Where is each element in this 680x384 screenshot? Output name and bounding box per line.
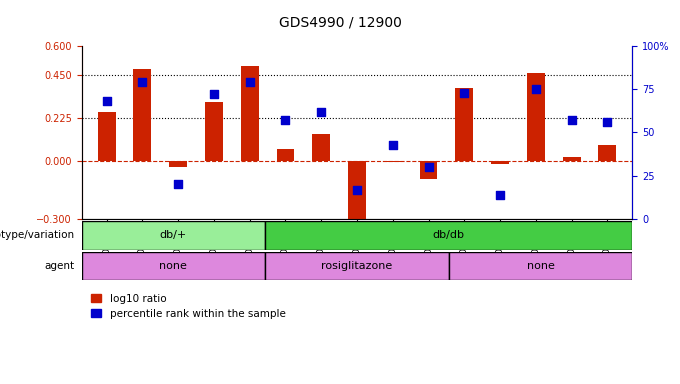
Bar (98, 112, 116, 161)
Bar (384, 161, 402, 162)
Bar (277, 149, 294, 161)
Text: genotype/variation: genotype/variation (0, 230, 75, 240)
Point (530, 86, 541, 92)
Bar (491, 161, 509, 164)
Bar (133, 69, 152, 161)
Bar (527, 73, 545, 161)
Bar (449, 252, 632, 280)
Point (459, 90, 470, 96)
Point (388, 142, 398, 148)
Bar (265, 221, 632, 250)
Point (101, 98, 112, 104)
Point (352, 187, 362, 193)
Text: agent: agent (45, 261, 75, 271)
Bar (82, 221, 265, 250)
Point (423, 164, 434, 170)
Bar (312, 134, 330, 161)
Bar (265, 252, 449, 280)
Bar (82, 252, 265, 280)
Bar (456, 88, 473, 161)
Point (209, 91, 220, 98)
Point (602, 119, 613, 125)
Legend: log10 ratio, percentile rank within the sample: log10 ratio, percentile rank within the … (87, 290, 290, 323)
Text: GDS4990 / 12900: GDS4990 / 12900 (279, 15, 401, 29)
Bar (348, 161, 366, 221)
Text: none: none (527, 261, 554, 271)
Text: rosiglitazone: rosiglitazone (322, 261, 392, 271)
Bar (420, 161, 437, 179)
Bar (241, 66, 258, 161)
Point (316, 109, 326, 115)
Point (137, 79, 148, 86)
Text: db/db: db/db (432, 230, 465, 240)
Text: db/+: db/+ (160, 230, 187, 240)
Point (173, 181, 184, 187)
Text: none: none (160, 261, 187, 271)
Bar (598, 145, 616, 161)
Bar (562, 157, 581, 161)
Bar (205, 102, 223, 161)
Point (244, 79, 255, 86)
Point (280, 118, 291, 124)
Point (494, 192, 505, 198)
Bar (169, 161, 187, 167)
Point (566, 118, 577, 124)
